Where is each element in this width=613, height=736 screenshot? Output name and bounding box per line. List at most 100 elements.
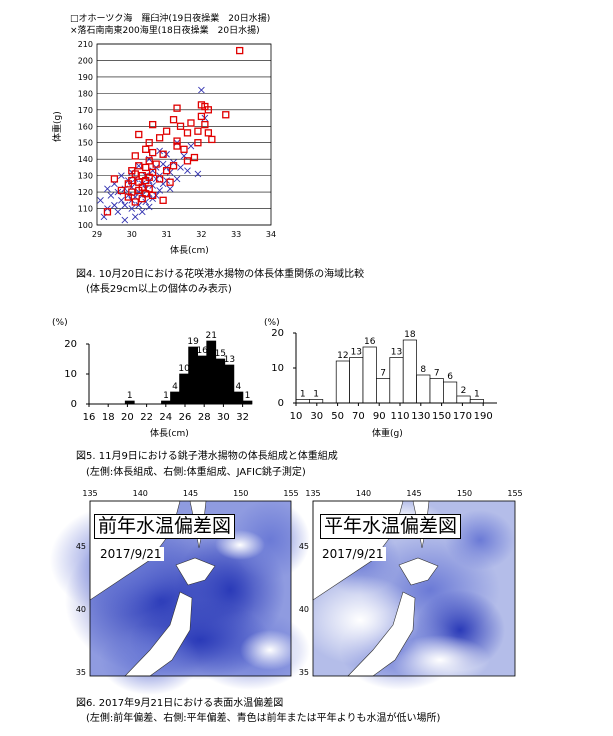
lon-tick-label: 145: [406, 489, 421, 498]
square-marker: [159, 196, 167, 204]
bar-value-label: 13: [391, 348, 402, 358]
x-marker: [111, 201, 118, 209]
cold-anomaly: [445, 510, 515, 570]
square-marker: [169, 162, 178, 170]
y-tick-label: 120: [78, 188, 93, 197]
right-map-date: 2017/9/21: [320, 547, 386, 561]
square-marker: [162, 127, 171, 135]
square-marker: [183, 129, 192, 137]
x-marker: [177, 164, 184, 171]
x-marker: [184, 167, 191, 175]
fig6-subcaption: (左側:前年偏差、右側:平年偏差、青色は前年または平年よりも水温が低い場所): [86, 713, 441, 724]
square-marker: [187, 119, 195, 127]
bar: [402, 339, 417, 404]
bar: [179, 373, 189, 405]
x-marker: [135, 162, 143, 170]
bar-value-label: 7: [434, 369, 440, 379]
scatter-xlabel: 体長(cm): [170, 246, 209, 256]
square-marker: [149, 191, 157, 200]
y-tick-label: 140: [78, 155, 93, 164]
y-tick-label: 100: [78, 221, 93, 230]
lat-tick-label: 35: [76, 668, 86, 677]
x-tick-label: 28: [198, 412, 211, 423]
bar-value-label: 13: [351, 348, 362, 358]
square-marker: [131, 152, 139, 160]
right-map-title: 平年水温偏差図: [320, 514, 462, 539]
x-tick-label: 22: [140, 412, 153, 423]
square-marker: [159, 150, 167, 158]
square-marker: [128, 188, 136, 196]
y-tick-label: 10: [271, 363, 284, 374]
x-tick-label: 32: [196, 230, 206, 239]
bar: [233, 391, 244, 405]
legend-ohotsk: □オホーツク海 羅臼沖(19日夜操業 20日水揚): [70, 14, 271, 24]
fig6-caption: 図6. 2017年9月21日における表面水温偏差図: [76, 698, 284, 709]
bar-value-label: 6: [447, 372, 453, 382]
left-map-title: 前年水温偏差図: [94, 514, 236, 539]
x-marker: [173, 175, 181, 183]
lat-tick-label: 45: [76, 542, 86, 551]
sst-maps: 135 140 145 150 155 45 40 35 135 140 145 150 155 45 40…: [50, 489, 523, 695]
bar-value-label: 7: [380, 369, 386, 379]
bar-value-label: 12: [337, 351, 348, 361]
x-tick-label: 170: [453, 411, 472, 422]
y-tick-label: 210: [78, 40, 93, 49]
fig4-subcaption: (体長29cm以上の個体のみ表示): [86, 284, 232, 295]
square-marker: [180, 145, 188, 153]
bar-value-label: 16: [196, 346, 208, 356]
bar: [443, 381, 458, 404]
x-tick-label: 30: [217, 412, 230, 423]
bar-value-label: 1: [127, 391, 133, 401]
hist-left-ylabel: (%): [52, 318, 68, 328]
square-marker: [145, 139, 153, 147]
lat-tick-label: 35: [299, 668, 309, 677]
square-marker: [155, 175, 164, 183]
plot-frame: [96, 43, 272, 226]
y-tick-label: 200: [78, 56, 93, 65]
lat-tick-label: 45: [299, 542, 309, 551]
lat-tick-label: 40: [76, 605, 86, 614]
square-marker: [166, 178, 174, 186]
bar: [295, 399, 310, 404]
x-tick-label: 30: [310, 411, 323, 422]
square-marker: [236, 46, 244, 55]
square-marker: [197, 112, 206, 121]
y-tick-label: 10: [64, 369, 77, 380]
y-tick-label: 160: [78, 122, 93, 131]
x-tick-label: 70: [352, 411, 365, 422]
square-marker: [155, 134, 164, 142]
y-tick-label: 170: [78, 106, 93, 115]
bar: [429, 378, 444, 404]
x-tick-label: 24: [159, 412, 172, 423]
bar-value-label: 1: [474, 390, 480, 400]
map-frame: [89, 500, 292, 677]
square-marker: [201, 120, 209, 129]
bar-value-label: 2: [461, 386, 467, 396]
fig4-caption: 図4. 10月20日における花咲港水揚物の体長体重関係の海域比較: [76, 269, 365, 280]
x-tick-label: 26: [179, 412, 192, 423]
x-marker: [114, 208, 122, 216]
square-marker: [135, 130, 143, 139]
bar-value-label: 4: [172, 382, 178, 392]
square-marker: [117, 186, 126, 195]
x-tick-label: 110: [390, 411, 409, 422]
square-marker: [103, 208, 112, 216]
x-tick-label: 190: [474, 411, 493, 422]
x-marker: [118, 196, 125, 204]
lon-tick-label: 140: [356, 489, 371, 498]
x-tick-label: 34: [266, 230, 276, 239]
square-marker: [173, 137, 181, 145]
bar: [362, 346, 377, 404]
bar: [416, 374, 431, 404]
lon-tick-label: 135: [82, 489, 97, 498]
y-tick-label: 0: [278, 398, 284, 409]
square-marker: [183, 157, 192, 165]
left-map-date: 2017/9/21: [98, 547, 164, 561]
x-tick-label: 33: [231, 230, 241, 239]
square-marker: [173, 142, 181, 150]
bar-value-label: 21: [206, 331, 217, 341]
bar: [170, 391, 180, 405]
x-marker: [107, 192, 115, 199]
square-marker: [149, 148, 157, 157]
bar-value-label: 13: [224, 355, 235, 365]
